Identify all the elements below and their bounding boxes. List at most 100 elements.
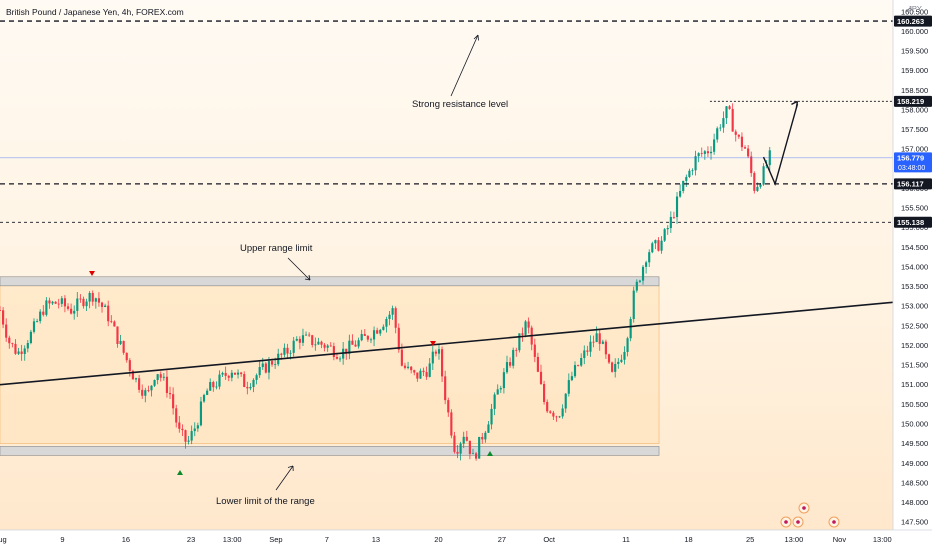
candle-body bbox=[199, 401, 203, 426]
candle-body bbox=[233, 372, 237, 375]
level-tag bbox=[894, 216, 932, 228]
candle-body bbox=[292, 340, 295, 353]
candle-body bbox=[716, 128, 719, 140]
candle-body bbox=[181, 428, 184, 431]
level-tag bbox=[894, 15, 932, 27]
x-tick-label: Aug bbox=[0, 535, 7, 544]
candle-body bbox=[685, 176, 688, 181]
candle-body bbox=[410, 366, 413, 371]
candle-body bbox=[280, 353, 283, 355]
candle-body bbox=[586, 350, 589, 352]
candle-body bbox=[515, 349, 518, 351]
candle-body bbox=[5, 324, 8, 338]
x-tick-label: 11 bbox=[622, 535, 630, 544]
candle-body bbox=[601, 341, 604, 344]
x-tick-label: 16 bbox=[122, 535, 130, 544]
candle-body bbox=[450, 412, 453, 436]
candle-body bbox=[317, 341, 320, 345]
candle-body bbox=[607, 354, 611, 363]
candle-body bbox=[512, 349, 515, 366]
candle-body bbox=[243, 374, 246, 387]
x-tick-label: Sep bbox=[269, 535, 282, 544]
candle-body bbox=[36, 321, 39, 322]
candle-body bbox=[168, 393, 172, 395]
candle-body bbox=[48, 300, 51, 304]
candle-body bbox=[617, 361, 620, 364]
candle-body bbox=[240, 372, 243, 375]
chevron-up-icon[interactable] bbox=[905, 7, 915, 13]
candle-body bbox=[447, 400, 450, 413]
candle-body bbox=[51, 301, 54, 304]
y-tick-label: 158.000 bbox=[901, 105, 928, 114]
upper-range-band bbox=[0, 276, 660, 287]
candle-body bbox=[626, 338, 629, 352]
candle-body bbox=[713, 139, 716, 152]
candle-body bbox=[669, 216, 672, 229]
candle-body bbox=[345, 348, 348, 354]
candle-body bbox=[372, 330, 376, 340]
candle-body bbox=[329, 345, 332, 347]
currency-badge[interactable]: JPY bbox=[908, 4, 922, 13]
candle-body bbox=[304, 334, 308, 336]
candle-body bbox=[320, 341, 323, 345]
candle-body bbox=[172, 394, 175, 409]
candle-body bbox=[688, 170, 691, 177]
candle-body bbox=[60, 298, 63, 304]
candle-body bbox=[212, 382, 215, 388]
candle-body bbox=[150, 385, 153, 391]
candle-body bbox=[267, 361, 271, 373]
candle-body bbox=[527, 321, 530, 328]
candle-body bbox=[335, 356, 339, 359]
candle-body bbox=[400, 349, 403, 366]
level-tag bbox=[894, 178, 932, 190]
symbol-title[interactable]: British Pound / Japanese Yen, 4h, FOREX.… bbox=[6, 7, 184, 17]
y-tick-label: 151.000 bbox=[901, 380, 928, 389]
candle-body bbox=[116, 326, 119, 345]
candle-body bbox=[11, 343, 14, 345]
candle-body bbox=[558, 416, 561, 418]
event-dot bbox=[784, 520, 788, 524]
candle-body bbox=[357, 340, 360, 347]
candle-body bbox=[76, 298, 79, 311]
x-tick-label: 18 bbox=[684, 535, 692, 544]
event-dot bbox=[796, 520, 800, 524]
candle-body bbox=[478, 436, 481, 459]
candle-body bbox=[706, 151, 710, 154]
candle-body bbox=[496, 389, 499, 395]
y-tick-label: 159.000 bbox=[901, 66, 928, 75]
candle-body bbox=[731, 108, 734, 132]
candle-body bbox=[734, 131, 737, 135]
candle-body bbox=[388, 314, 391, 319]
candle-body bbox=[638, 280, 642, 282]
candle-body bbox=[156, 374, 159, 381]
candle-body bbox=[552, 412, 555, 417]
candle-body bbox=[428, 363, 431, 377]
candle-body bbox=[82, 298, 85, 307]
candle-body bbox=[184, 430, 187, 442]
candle-body bbox=[113, 321, 116, 327]
y-tick-label: 160.000 bbox=[901, 27, 928, 36]
candle-body bbox=[88, 292, 91, 302]
candle-body bbox=[159, 374, 162, 378]
x-tick-label: Oct bbox=[543, 535, 556, 544]
y-tick-label: 154.000 bbox=[901, 262, 928, 271]
candle-body bbox=[459, 443, 462, 454]
candle-body bbox=[301, 335, 305, 343]
range-box bbox=[0, 285, 660, 444]
candle-body bbox=[524, 321, 527, 335]
candle-body bbox=[437, 349, 441, 354]
candle-body bbox=[14, 343, 17, 354]
candle-body bbox=[502, 372, 505, 389]
candle-body bbox=[366, 335, 369, 340]
candle-body bbox=[651, 243, 654, 253]
candle-body bbox=[725, 106, 728, 119]
candle-body bbox=[354, 344, 357, 347]
x-tick-label: 25 bbox=[746, 535, 754, 544]
candle-body bbox=[255, 375, 258, 380]
annotation-resistance: Strong resistance level bbox=[412, 99, 508, 110]
y-tick-label: 159.500 bbox=[901, 47, 928, 56]
candle-body bbox=[298, 338, 301, 343]
candle-body bbox=[91, 292, 94, 302]
x-tick-label: 13:00 bbox=[223, 535, 242, 544]
